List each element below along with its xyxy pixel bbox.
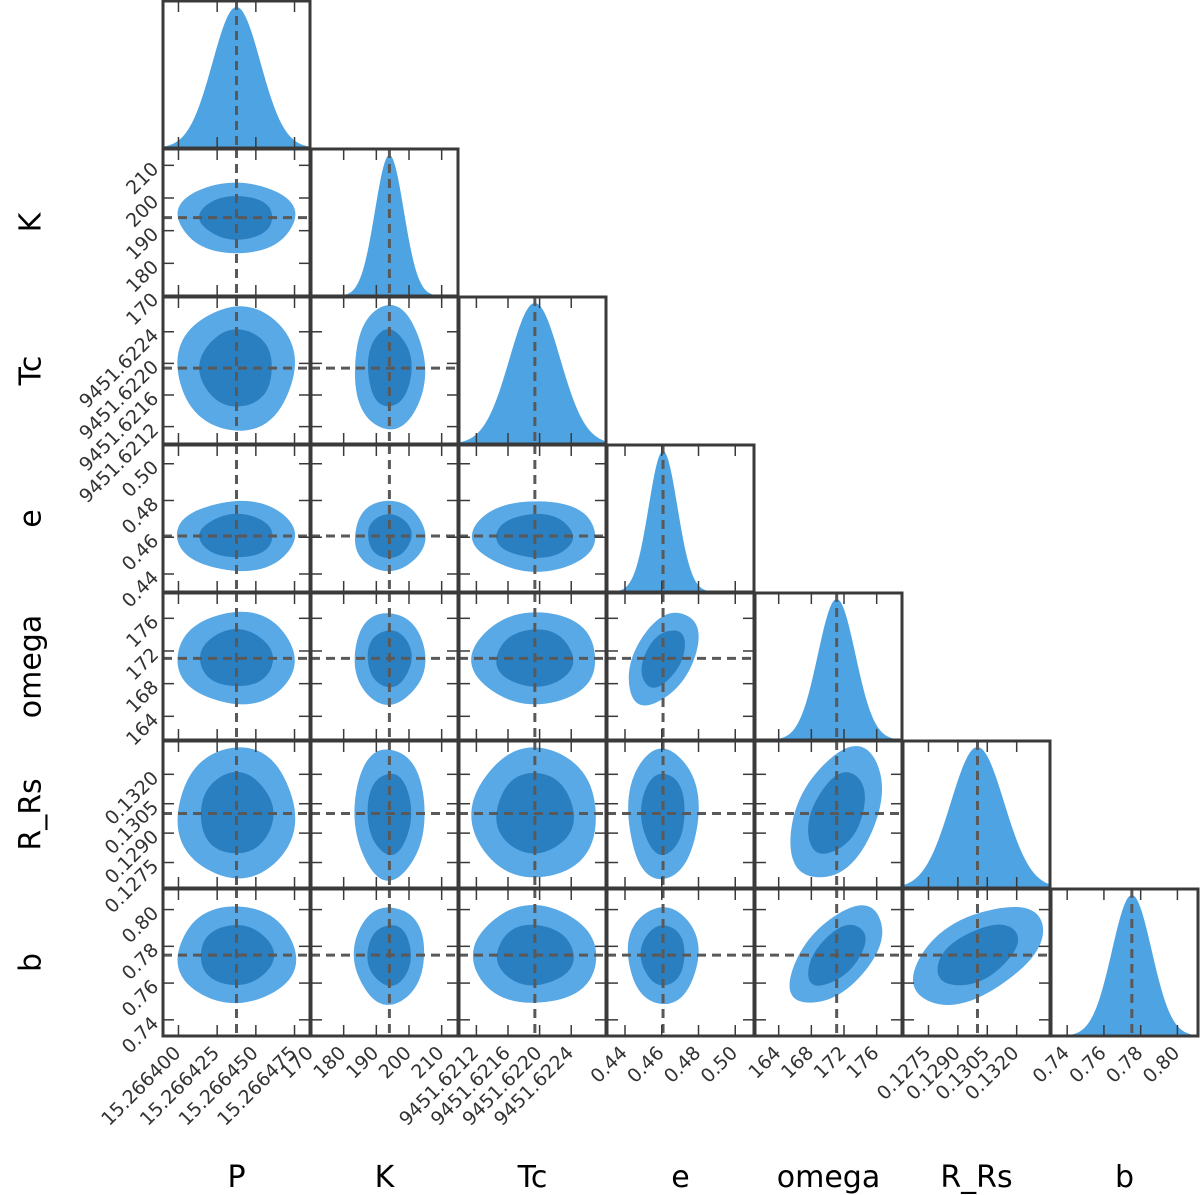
x-tick-label-K-1: 180 bbox=[309, 1042, 350, 1083]
x-axis-title-R_Rs: R_Rs bbox=[940, 1160, 1012, 1195]
y-tick-label-e-2: 0.48 bbox=[118, 493, 163, 538]
panel-frame-layer bbox=[161, 0, 1200, 1038]
contour-layer bbox=[163, 7, 1198, 1036]
y-axis-title-omega: omega bbox=[14, 615, 49, 718]
y-axis-title-K: K bbox=[14, 211, 49, 232]
y-tick-label-K-3: 200 bbox=[122, 191, 163, 232]
y-tick-label-K-2: 190 bbox=[122, 223, 163, 264]
y-tick-label-omega-0: 164 bbox=[122, 709, 163, 750]
y-tick-label-b-1: 0.76 bbox=[118, 976, 163, 1021]
x-tick-label-K-3: 200 bbox=[375, 1042, 416, 1083]
marginal-K bbox=[311, 155, 458, 296]
y-axis-title-R_Rs: R_Rs bbox=[14, 778, 49, 850]
x-tick-label-b-2: 0.78 bbox=[1102, 1042, 1147, 1087]
x-axis-title-omega: omega bbox=[777, 1160, 880, 1195]
marginal-omega bbox=[755, 599, 902, 740]
x-tick-label-e-3: 0.50 bbox=[697, 1042, 742, 1087]
marginal-Tc bbox=[459, 303, 606, 444]
x-tick-label-b-3: 0.80 bbox=[1139, 1042, 1184, 1087]
x-axis-title-Tc: Tc bbox=[517, 1160, 548, 1195]
x-axis-title-K: K bbox=[375, 1160, 396, 1195]
y-tick-label-omega-3: 176 bbox=[122, 611, 163, 652]
x-tick-label-e-1: 0.46 bbox=[623, 1042, 668, 1087]
x-tick-label-omega-1: 168 bbox=[777, 1042, 818, 1083]
contour-1sigma-P-Tc bbox=[199, 329, 272, 407]
y-tick-label-b-2: 0.78 bbox=[118, 939, 163, 984]
x-tick-label-b-0: 0.74 bbox=[1029, 1042, 1074, 1087]
truth-line-layer bbox=[163, 1, 1134, 1036]
y-tick-label-K-1: 180 bbox=[122, 256, 163, 297]
tick-layer bbox=[163, 1, 1179, 1036]
y-tick-label-omega-2: 172 bbox=[122, 644, 163, 685]
x-tick-label-e-2: 0.48 bbox=[660, 1042, 705, 1087]
y-tick-label-b-0: 0.74 bbox=[118, 1013, 163, 1058]
y-tick-label-e-0: 0.44 bbox=[118, 567, 163, 612]
x-tick-label-omega-0: 164 bbox=[744, 1042, 785, 1083]
y-axis-title-e: e bbox=[14, 509, 49, 527]
x-tick-label-omega-2: 172 bbox=[810, 1042, 851, 1083]
y-axis-title-b: b bbox=[14, 953, 49, 972]
x-axis-title-e: e bbox=[671, 1160, 689, 1195]
x-tick-label-b-1: 0.76 bbox=[1065, 1042, 1110, 1087]
y-tick-label-e-1: 0.46 bbox=[118, 530, 163, 575]
y-tick-label-K-4: 210 bbox=[122, 158, 163, 199]
marginal-b bbox=[1051, 895, 1198, 1036]
y-tick-label-omega-1: 168 bbox=[122, 676, 163, 717]
marginal-e bbox=[607, 451, 754, 592]
panel-frame-6-6 bbox=[1049, 887, 1200, 1038]
x-axis-title-b: b bbox=[1115, 1160, 1134, 1195]
x-tick-label-omega-3: 176 bbox=[842, 1042, 883, 1083]
y-tick-label-K-0: 170 bbox=[122, 289, 163, 330]
y-axis-title-Tc: Tc bbox=[14, 356, 49, 387]
contour-1sigma-P-R_Rs bbox=[200, 771, 274, 854]
x-tick-label-K-2: 190 bbox=[342, 1042, 383, 1083]
x-axis-title-P: P bbox=[227, 1160, 245, 1195]
x-tick-label-e-0: 0.44 bbox=[586, 1042, 631, 1087]
contour-1sigma-e-R_Rs bbox=[640, 773, 685, 855]
